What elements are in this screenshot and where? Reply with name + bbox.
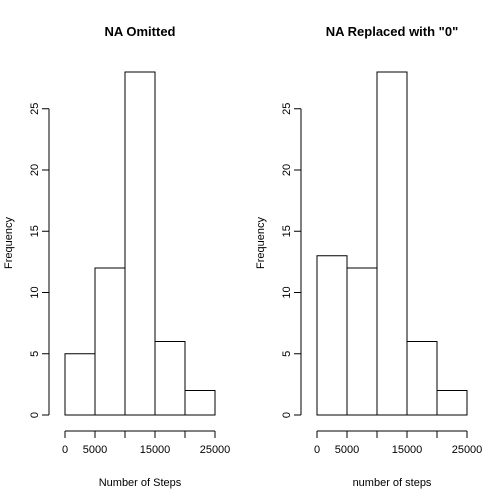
x-tick-label: 15000 xyxy=(392,444,423,456)
bars xyxy=(316,71,468,416)
bar-1 xyxy=(94,267,126,416)
y-tick-label: 5 xyxy=(29,351,41,357)
y-tick-label: 20 xyxy=(29,164,41,176)
x-tick-label: 25000 xyxy=(452,444,483,456)
x-axis: 0 5000 15000 25000 xyxy=(314,430,483,456)
bar-3 xyxy=(154,341,186,416)
y-tick-label: 5 xyxy=(281,351,293,357)
chart-title: NA Omitted xyxy=(104,24,175,39)
x-tick-label: 5000 xyxy=(83,444,107,456)
bar-0 xyxy=(316,255,348,416)
bar-2 xyxy=(376,71,408,416)
x-axis: 0 5000 15000 25000 xyxy=(62,430,231,456)
chart-title: NA Replaced with "0" xyxy=(326,24,458,39)
x-tick-label: 0 xyxy=(314,444,320,456)
bar-1 xyxy=(346,267,378,416)
x-tick-label: 15000 xyxy=(140,444,171,456)
y-tick-label: 20 xyxy=(281,164,293,176)
y-axis: 0 5 10 15 20 25 xyxy=(29,103,50,418)
histogram-na-replaced: NA Replaced with "0" number of steps Fre… xyxy=(255,24,482,489)
bar-0 xyxy=(64,353,96,416)
bar-3 xyxy=(406,341,438,416)
x-axis-label: number of steps xyxy=(353,477,432,489)
y-tick-label: 0 xyxy=(29,412,41,418)
y-axis-label: Frequency xyxy=(255,217,267,269)
y-tick-label: 25 xyxy=(29,103,41,115)
bars xyxy=(64,71,216,416)
histogram-na-omitted: NA Omitted Number of Steps Frequency 0 50… xyxy=(3,24,230,489)
y-tick-label: 15 xyxy=(281,225,293,237)
y-tick-label: 10 xyxy=(29,286,41,298)
y-tick-label: 15 xyxy=(29,225,41,237)
y-tick-label: 10 xyxy=(281,286,293,298)
y-tick-label: 25 xyxy=(281,103,293,115)
y-axis-label: Frequency xyxy=(3,217,15,269)
bar-2 xyxy=(124,71,156,416)
bar-4 xyxy=(436,390,468,416)
x-axis-label: Number of Steps xyxy=(99,477,182,489)
y-axis: 0 5 10 15 20 25 xyxy=(281,103,302,418)
y-tick-label: 0 xyxy=(281,412,293,418)
x-tick-label: 25000 xyxy=(200,444,231,456)
x-tick-label: 0 xyxy=(62,444,68,456)
bar-4 xyxy=(184,390,216,416)
x-tick-label: 5000 xyxy=(335,444,359,456)
